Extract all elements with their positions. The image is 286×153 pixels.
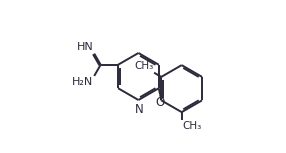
Text: CH₃: CH₃ [183,121,202,131]
Text: H₂N: H₂N [72,77,94,87]
Text: CH₃: CH₃ [134,62,154,71]
Text: O: O [156,95,165,108]
Text: N: N [135,103,144,116]
Text: HN: HN [77,42,94,52]
